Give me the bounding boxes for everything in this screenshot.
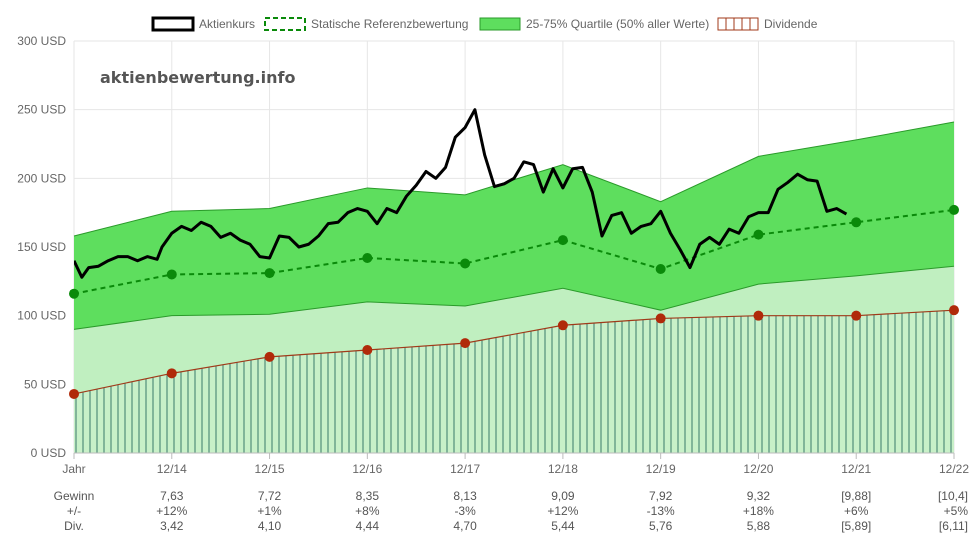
watermark: aktienbewertung.info <box>100 68 295 87</box>
legend-label: 25-75% Quartile (50% aller Werte) <box>526 17 709 31</box>
table-cell: +6% <box>844 504 869 518</box>
y-tick-label: 150 USD <box>17 240 66 254</box>
dividend-line <box>73 309 955 395</box>
dividend-point <box>753 310 764 321</box>
data-table: Gewinn 7,63 7,72 8,35 8,13 9,09 7,92 9,32 [9,88]… <box>54 489 969 533</box>
y-tick-label: 100 USD <box>17 309 66 323</box>
reference-point <box>264 268 275 279</box>
dividend-point <box>949 305 959 316</box>
dividend-point <box>460 338 471 349</box>
table-cell: +12% <box>156 504 187 518</box>
dividend-point <box>69 388 79 399</box>
reference-line <box>73 208 955 295</box>
reference-point <box>166 269 177 280</box>
points <box>69 204 959 399</box>
table-cell: 5,88 <box>747 519 771 533</box>
quartile-lower-edge <box>73 265 955 330</box>
hatched-box-frame <box>717 17 759 31</box>
table-cell: 3,42 <box>160 519 184 533</box>
line-dashed-icon <box>264 17 306 31</box>
table-row-label: +/- <box>67 504 81 518</box>
table-cell: +18% <box>743 504 774 518</box>
x-tick-label: Jahr <box>62 462 85 476</box>
legend-item: Dividende <box>717 17 818 31</box>
y-tick-label: 0 USD <box>31 446 67 460</box>
table-cell: -13% <box>647 504 675 518</box>
table-cell: 7,92 <box>649 489 673 503</box>
table-cell: 4,10 <box>258 519 282 533</box>
table-cell: 9,09 <box>551 489 575 503</box>
reference-point <box>655 263 666 274</box>
legend-item: Aktienkurs <box>151 16 255 32</box>
x-tick-label: 12/19 <box>646 462 676 476</box>
reference-point <box>949 204 959 215</box>
table-cell: [10,4] <box>938 489 968 503</box>
x-tick-label: 12/14 <box>157 462 187 476</box>
x-tick-label: 12/16 <box>352 462 382 476</box>
legend-label: Dividende <box>764 17 818 31</box>
dividend-point <box>166 368 177 379</box>
lines <box>73 108 955 395</box>
y-tick-label: 250 USD <box>17 103 66 117</box>
reference-point <box>557 235 568 246</box>
price-line <box>74 108 848 279</box>
table-row-label: Div. <box>64 519 84 533</box>
filled-box-icon <box>479 17 521 31</box>
table-cell: 5,76 <box>649 519 673 533</box>
table-cell: [9,88] <box>841 489 871 503</box>
dividend-point <box>362 345 373 355</box>
table-cell: 5,44 <box>551 519 575 533</box>
table-cell: 8,13 <box>453 489 477 503</box>
table-cell: [6,11] <box>939 519 968 533</box>
table-cell: +5% <box>944 504 969 518</box>
table-cell: 4,44 <box>356 519 380 533</box>
x-tick-label: 12/18 <box>548 462 578 476</box>
x-tick-label: 12/22 <box>939 462 969 476</box>
x-tick-label: 12/17 <box>450 462 480 476</box>
legend: Aktienkurs Statische Referenzbewertung 25-… <box>151 16 818 32</box>
x-tick-label: 12/21 <box>841 462 871 476</box>
legend-item: 25-75% Quartile (50% aller Werte) <box>479 17 709 31</box>
table-cell: +1% <box>257 504 282 518</box>
legend-label: Aktienkurs <box>199 17 255 31</box>
y-tick-label: 200 USD <box>17 171 66 185</box>
dividend-point <box>851 310 862 321</box>
quartile-area <box>74 122 954 330</box>
table-cell: 9,32 <box>747 489 771 503</box>
table-cell: 8,35 <box>356 489 380 503</box>
reference-point <box>753 229 764 240</box>
axes: 0 USD 50 USD 100 USD 150 USD 200 USD 250 USD 3… <box>17 34 969 476</box>
reference-point <box>851 217 862 228</box>
reference-point <box>69 288 79 299</box>
table-cell: 7,72 <box>258 489 282 503</box>
reference-point <box>460 258 471 269</box>
line-solid-icon <box>151 16 195 32</box>
dividend-point <box>264 351 275 362</box>
x-tick-label: 12/20 <box>743 462 773 476</box>
dividend-hatch <box>74 310 954 453</box>
x-tick-label: 12/15 <box>255 462 285 476</box>
legend-item: Statische Referenzbewertung <box>264 17 468 31</box>
table-cell: 7,63 <box>160 489 184 503</box>
table-cell: +8% <box>355 504 380 518</box>
y-tick-label: 50 USD <box>24 377 66 391</box>
table-cell: [5,89] <box>841 519 871 533</box>
table-cell: +12% <box>547 504 578 518</box>
y-tick-label: 300 USD <box>17 34 66 48</box>
legend-label: Statische Referenzbewertung <box>311 17 468 31</box>
table-row-label: Gewinn <box>54 489 95 503</box>
table-cell: 4,70 <box>453 519 477 533</box>
dividend-point <box>655 313 666 324</box>
hatched-box-icon <box>717 17 759 31</box>
lower-band-area <box>74 266 954 394</box>
table-cell: -3% <box>454 504 476 518</box>
dividend-point <box>557 320 568 331</box>
reference-point <box>362 252 373 263</box>
